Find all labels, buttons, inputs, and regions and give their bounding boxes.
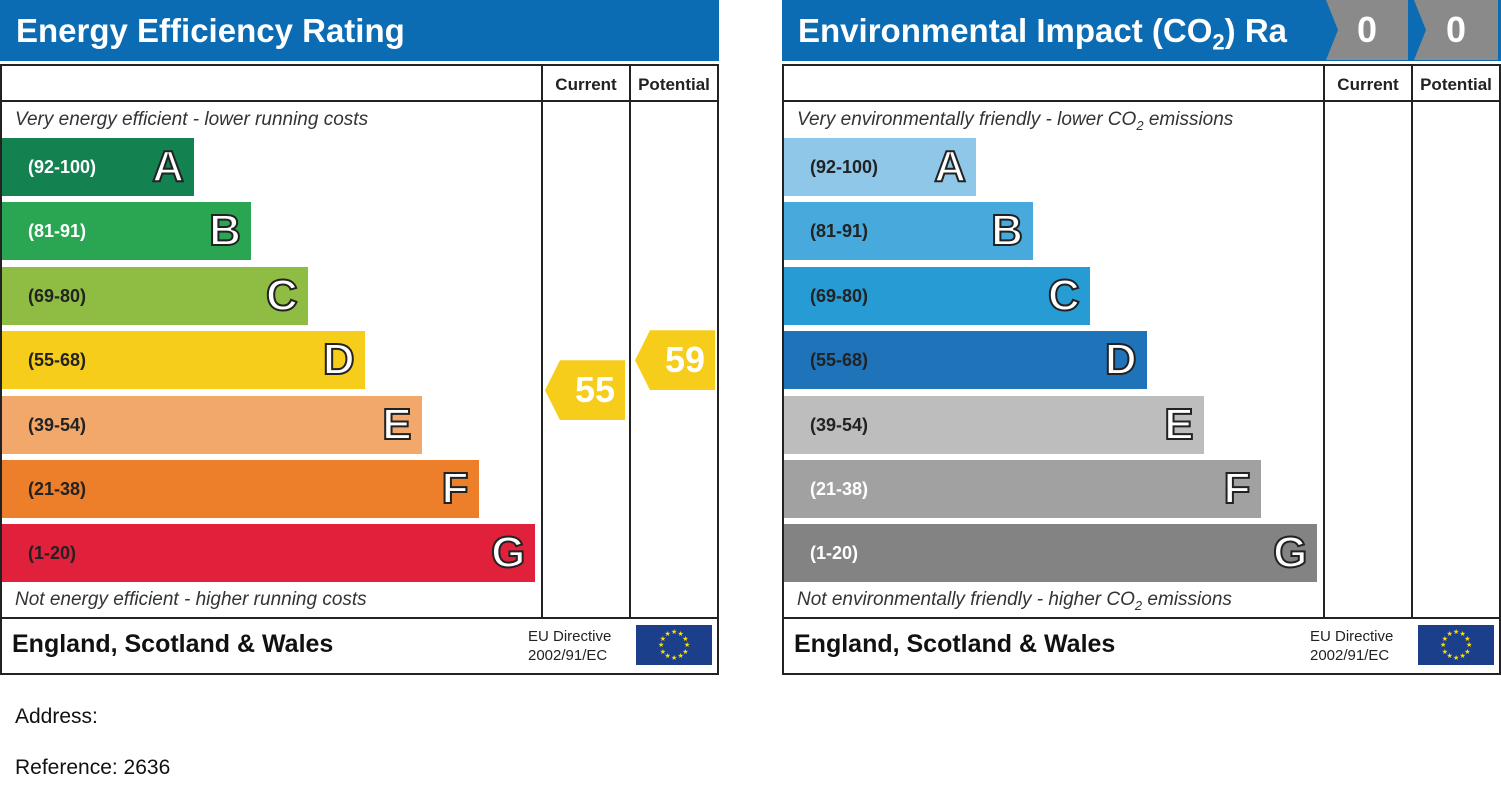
eu-flag-icon: ★ ★ ★ ★ ★ ★ ★ ★ ★ ★ ★ ★ [1418, 625, 1494, 665]
region-label: England, Scotland & Wales [794, 630, 1116, 658]
band-letter: G [1272, 527, 1308, 578]
band-letter: A [933, 141, 967, 192]
env-top-note: Very environmentally friendly - lower CO… [797, 109, 1234, 133]
band-range-label: (1-20) [810, 543, 859, 564]
band-f: (21-38) F [2, 460, 479, 518]
energy-chart-frame: Current Potential Very energy efficient … [0, 64, 719, 675]
band-b: (81-91) B [784, 202, 1033, 261]
band-c: (69-80) C [784, 266, 1090, 325]
star-icon: ★ [671, 629, 678, 636]
energy-bottom-note: Not energy efficient - higher running co… [15, 589, 367, 610]
env-current-rating-arrow: 0 [1326, 0, 1408, 60]
band-letter: B [208, 205, 242, 256]
band-letter: F [1223, 463, 1252, 514]
address-label: Address: [15, 705, 98, 728]
band-range-label: (92-100) [28, 157, 97, 177]
potential-column-header: Potential [1420, 75, 1492, 94]
star-icon: ★ [659, 635, 667, 643]
band-c: (69-80) C [2, 266, 308, 325]
band-range-label: (55-68) [810, 350, 869, 371]
band-a: (92-100) A [784, 138, 976, 196]
band-letter: A [151, 141, 185, 192]
band-f: (21-38) F [784, 460, 1261, 518]
band-range-label: (21-38) [810, 479, 869, 499]
band-letter: C [265, 270, 299, 321]
star-icon: ★ [682, 635, 689, 643]
band-e: (39-54) E [784, 395, 1204, 454]
star-icon: ★ [1459, 630, 1466, 638]
current-column-header: Current [1337, 75, 1399, 94]
star-icon: ★ [1453, 629, 1460, 636]
star-icon: ★ [1464, 648, 1471, 656]
star-icon: ★ [1441, 648, 1449, 656]
potential-rating-arrow: 59 [635, 330, 715, 391]
energy-chart-title: Energy Efficiency Rating [0, 0, 719, 61]
star-icon: ★ [1466, 642, 1473, 649]
band-a: (92-100) A [2, 138, 194, 196]
band-letter: D [1104, 334, 1138, 385]
environmental-impact-chart: Environmental Impact (CO2) Ra 0 0 Curren… [782, 0, 1501, 675]
band-letter: D [322, 334, 356, 385]
band-range-label: (1-20) [28, 543, 77, 564]
band-range-label: (92-100) [810, 157, 879, 177]
star-icon: ★ [684, 642, 691, 649]
band-range-label: (81-91) [810, 221, 869, 242]
band-range-label: (69-80) [28, 285, 87, 306]
star-icon: ★ [682, 648, 689, 656]
current-column-header: Current [555, 75, 617, 94]
band-letter: C [1047, 270, 1081, 321]
energy-efficiency-chart: Energy Efficiency Rating Current Potenti… [0, 0, 719, 675]
band-d: (55-68) D [2, 331, 365, 390]
band-b: (81-91) B [2, 202, 251, 261]
star-icon: ★ [1453, 655, 1460, 662]
star-icon: ★ [1441, 635, 1449, 643]
band-d: (55-68) D [784, 331, 1147, 390]
band-range-label: (69-80) [810, 285, 869, 306]
potential-column-header: Potential [638, 75, 710, 94]
band-range-label: (39-54) [28, 414, 87, 435]
env-bottom-note: Not environmentally friendly - higher CO… [797, 589, 1232, 613]
band-letter: E [381, 399, 412, 450]
star-icon: ★ [664, 653, 671, 661]
energy-top-note: Very energy efficient - lower running co… [15, 109, 369, 130]
star-icon: ★ [671, 655, 678, 662]
band-range-label: (55-68) [28, 350, 87, 371]
star-icon: ★ [659, 648, 667, 656]
current-rating-arrow: 55 [545, 360, 625, 421]
env-chart-frame: Current Potential Very environmentally f… [782, 64, 1501, 675]
star-icon: ★ [1446, 653, 1453, 661]
star-icon: ★ [1440, 642, 1447, 649]
band-g: (1-20) G [2, 524, 536, 583]
reference-label: Reference: 2636 [15, 756, 171, 779]
band-g: (1-20) G [784, 524, 1318, 583]
env-potential-rating-arrow: 0 [1414, 0, 1498, 60]
star-icon: ★ [1464, 635, 1471, 643]
star-icon: ★ [658, 642, 665, 649]
star-icon: ★ [677, 630, 684, 638]
star-icon: ★ [1459, 653, 1466, 661]
band-range-label: (21-38) [28, 479, 87, 499]
band-letter: B [990, 205, 1024, 256]
band-letter: E [1163, 399, 1194, 450]
band-letter: G [490, 527, 526, 578]
band-e: (39-54) E [2, 395, 422, 454]
band-letter: F [441, 463, 470, 514]
band-range-label: (39-54) [810, 414, 869, 435]
star-icon: ★ [1446, 630, 1453, 638]
eu-flag-icon: ★ ★ ★ ★ ★ ★ ★ ★ ★ ★ ★ ★ [636, 625, 712, 665]
star-icon: ★ [677, 653, 684, 661]
eu-directive-text: EU Directive 2002/91/EC [528, 628, 612, 664]
region-label: England, Scotland & Wales [12, 630, 334, 658]
star-icon: ★ [664, 630, 671, 638]
band-range-label: (81-91) [28, 221, 87, 242]
eu-directive-text: EU Directive 2002/91/EC [1310, 628, 1394, 664]
